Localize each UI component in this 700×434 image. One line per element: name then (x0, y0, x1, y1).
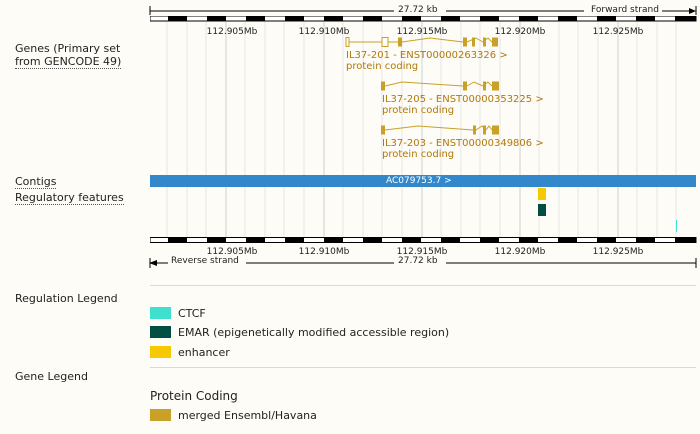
regulatory-track-label[interactable]: Regulatory features (15, 191, 124, 205)
enhancer-feature[interactable] (538, 188, 546, 200)
gene-legend-title: Gene Legend (15, 370, 88, 383)
genes-track-label[interactable]: Genes (Primary set from GENCODE 49) (15, 42, 122, 69)
enhancer-swatch (150, 346, 171, 358)
transcript-label[interactable]: IL37-205 - ENST00000353225 > (382, 94, 544, 105)
genes-track-label-line1: Genes (Primary set (15, 42, 121, 55)
axis-tick-label: 112.915Mb (396, 247, 448, 257)
top-length-ruler (149, 6, 697, 15)
contig-label: AC079753.7 > (386, 176, 452, 186)
bottom-scale-bar (150, 237, 697, 243)
bottom-ruler-length: 27.72 kb (398, 256, 438, 266)
transcript-il37-203[interactable] (378, 124, 508, 136)
ctcf-swatch (150, 307, 171, 319)
emar-feature[interactable] (538, 204, 546, 216)
axis-tick-label: 112.910Mb (298, 247, 350, 257)
axis-tick-label: 112.925Mb (592, 27, 644, 37)
legend-item-label: merged Ensembl/Havana (178, 409, 317, 422)
top-ruler-strand: Forward strand (591, 5, 659, 15)
gridlines (166, 22, 677, 238)
transcript-label[interactable]: IL37-201 - ENST00000263326 > (346, 50, 508, 61)
transcript-biotype: protein coding (346, 61, 419, 72)
regulation-legend-title: Regulation Legend (15, 292, 118, 305)
genes-track-label-line2: from GENCODE 49) (15, 55, 122, 69)
legend-item-label: CTCF (178, 307, 206, 320)
axis-tick-label: 112.920Mb (494, 27, 546, 37)
transcript-label[interactable]: IL37-203 - ENST00000349806 > (382, 138, 544, 149)
axis-tick-label: 112.905Mb (206, 247, 258, 257)
axis-tick-label: 112.925Mb (592, 247, 644, 257)
gene-legend-subtitle: Protein Coding (150, 389, 238, 403)
legend-item-label: enhancer (178, 346, 230, 359)
contigs-track-label-text: Contigs (15, 175, 57, 189)
transcript-biotype: protein coding (382, 105, 455, 116)
axis-tick-label: 112.910Mb (298, 27, 350, 37)
regulatory-track-label-text: Regulatory features (15, 191, 124, 205)
bottom-ruler-strand: Reverse strand (171, 256, 239, 266)
contig-bar[interactable]: AC079753.7 > (150, 175, 696, 187)
emar-swatch (150, 326, 171, 338)
legend-item-label: EMAR (epigenetically modified accessible… (178, 326, 450, 339)
axis-tick-label: 112.905Mb (206, 27, 258, 37)
transcript-biotype: protein coding (382, 149, 455, 160)
axis-tick-label: 112.920Mb (494, 247, 546, 257)
legend-divider (150, 367, 696, 368)
top-scale-bar (150, 16, 697, 22)
transcript-il37-205[interactable] (378, 80, 508, 92)
contigs-track-label[interactable]: Contigs (15, 175, 57, 189)
merged-ensembl-havana-swatch (150, 409, 171, 421)
transcript-il37-201[interactable] (340, 36, 510, 48)
top-ruler-length: 27.72 kb (398, 5, 438, 15)
axis-tick-label: 112.915Mb (396, 27, 448, 37)
ctcf-feature[interactable] (676, 220, 677, 232)
legend-divider (150, 285, 696, 286)
bottom-length-ruler (149, 258, 697, 268)
